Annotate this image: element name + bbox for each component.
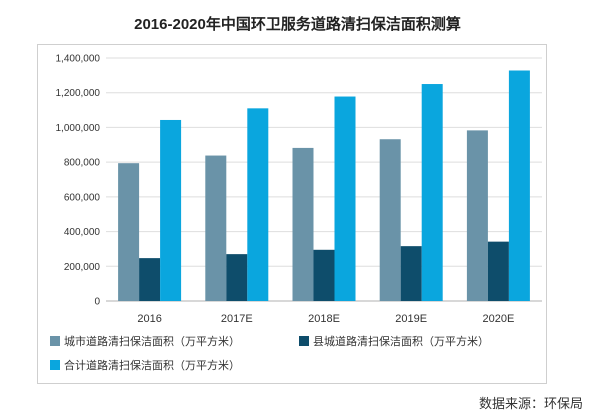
- bar: [247, 108, 269, 301]
- legend-label: 合计道路清扫保洁面积（万平方米）: [64, 358, 240, 372]
- bar: [400, 246, 422, 301]
- bar: [379, 139, 401, 301]
- x-tick-label: 2020E: [482, 313, 514, 325]
- bar: [334, 96, 356, 301]
- x-tick-label: 2017E: [221, 313, 253, 325]
- chart-frame: [37, 44, 547, 384]
- y-tick-label: 1,000,000: [56, 123, 101, 134]
- bar: [313, 249, 335, 301]
- y-tick-label: 600,000: [64, 192, 101, 203]
- y-tick-label: 1,200,000: [56, 88, 101, 99]
- bar: [205, 155, 227, 301]
- bar: [292, 147, 314, 301]
- legend-swatch: [50, 360, 60, 370]
- data-source: 数据来源：环保局: [478, 396, 583, 411]
- y-tick-label: 200,000: [64, 262, 101, 273]
- y-tick-label: 0: [94, 297, 100, 308]
- bar: [421, 84, 443, 302]
- y-tick-label: 1,400,000: [56, 54, 101, 65]
- legend-swatch: [299, 336, 309, 346]
- x-tick-label: 2018E: [308, 313, 340, 325]
- bar: [118, 163, 140, 301]
- chart-title: 2016-2020年中国环卫服务道路清扫保洁面积测算: [134, 16, 461, 33]
- bar: [160, 119, 182, 301]
- bar: [466, 130, 488, 301]
- y-tick-label: 800,000: [64, 158, 101, 169]
- x-tick-label: 2019E: [395, 313, 427, 325]
- bar: [508, 70, 530, 301]
- legend-swatch: [50, 336, 60, 346]
- legend-label: 县城道路清扫保洁面积（万平方米）: [313, 334, 489, 348]
- legend-label: 城市道路清扫保洁面积（万平方米）: [64, 334, 240, 348]
- y-tick-label: 400,000: [64, 227, 101, 238]
- x-tick-label: 2016: [137, 313, 161, 325]
- bar: [487, 241, 509, 301]
- bar: [139, 258, 161, 301]
- bar: [226, 254, 248, 301]
